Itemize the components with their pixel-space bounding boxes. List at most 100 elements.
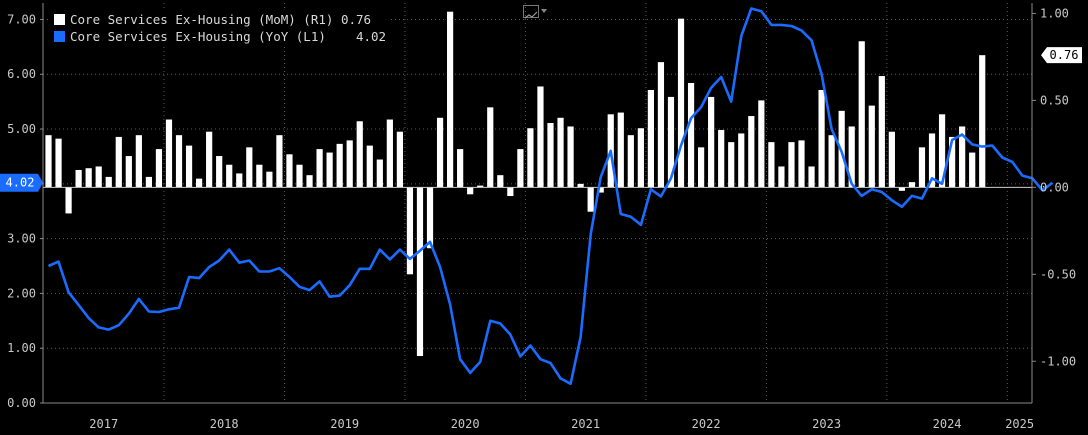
right-tick-label: 0.50 — [1040, 93, 1069, 107]
chevron-down-icon — [541, 9, 547, 13]
mom-bar — [185, 145, 193, 188]
mom-swatch — [54, 14, 65, 25]
mom-bar — [537, 86, 544, 188]
right-tick-label: 0.00 — [1040, 180, 1069, 194]
mom-bar — [868, 105, 875, 188]
left-tick-label: 7.00 — [7, 12, 36, 26]
mom-bar — [657, 62, 665, 188]
mom-bar — [125, 156, 132, 188]
right-tick-label: -0.50 — [1040, 267, 1076, 281]
legend-item-yoy[interactable]: Core Services Ex-Housing (YoY (L1) 4.02 — [54, 28, 386, 45]
mom-bar — [416, 187, 424, 357]
legend-item-mom[interactable]: Core Services Ex-Housing (MoM) (R1) 0.76 — [54, 11, 386, 28]
mom-bar — [65, 187, 72, 214]
mom-bar — [748, 116, 755, 188]
mom-bar — [266, 171, 273, 188]
mom-bar — [306, 175, 313, 188]
mom-bar — [216, 156, 223, 188]
mom-bar — [447, 11, 454, 188]
mom-bar — [366, 145, 373, 188]
left-tick-label: 2.00 — [7, 286, 36, 300]
yoy-line — [47, 7, 1054, 386]
mom-bar — [728, 142, 735, 188]
mom-bar — [918, 147, 926, 188]
mom-bar — [336, 143, 343, 188]
mom-bar — [346, 140, 353, 188]
mom-bar — [949, 136, 956, 188]
legend-mom-value: 0.76 — [340, 12, 372, 27]
x-tick-label: 2019 — [330, 417, 359, 431]
mom-bar — [637, 128, 644, 188]
mom-bar — [758, 100, 765, 188]
mom-bar — [738, 133, 745, 188]
mom-value-badge: 0.76 — [1041, 47, 1082, 64]
mom-bar — [406, 187, 414, 275]
yoy-badge-shape — [0, 173, 43, 192]
mom-bar — [356, 121, 363, 188]
mom-bar — [557, 117, 564, 188]
mom-bar — [808, 166, 815, 188]
yoy-swatch — [54, 31, 65, 42]
left-tick-label: 0.00 — [7, 396, 36, 410]
left-tick-label: 1.00 — [7, 341, 36, 355]
mom-bar — [878, 76, 885, 188]
mom-bar — [888, 131, 895, 188]
mom-bar — [236, 173, 243, 188]
line-chart-icon — [523, 4, 539, 18]
mom-bar — [527, 128, 534, 188]
x-tick-label: 2022 — [692, 417, 721, 431]
legend-mom-label: Core Services Ex-Housing (MoM) (R1) — [70, 12, 334, 27]
mom-bar — [45, 135, 52, 188]
mom-bar — [687, 83, 695, 188]
mom-badge-shape — [1041, 47, 1082, 64]
mom-bar — [376, 159, 383, 188]
mom-bar — [386, 119, 393, 188]
mom-bar — [155, 149, 163, 188]
legend-yoy-value: 4.02 — [355, 29, 387, 44]
right-tick-label: 1.00 — [1040, 6, 1069, 20]
mom-bar — [256, 164, 263, 188]
legend-yoy-label: Core Services Ex-Housing (YoY (L1) — [70, 29, 326, 44]
mom-bar — [848, 126, 855, 188]
mom-bar — [135, 135, 142, 188]
left-tick-label: 3.00 — [7, 232, 36, 246]
mom-bar — [55, 138, 62, 188]
mom-bar — [457, 149, 464, 188]
mom-bar — [627, 135, 634, 188]
mom-bar — [115, 136, 122, 188]
mom-bar — [858, 41, 865, 188]
mom-bar — [497, 175, 504, 188]
mom-bar — [75, 169, 82, 188]
mom-bar — [286, 154, 293, 188]
mom-bar — [316, 149, 323, 188]
mom-bar — [698, 147, 705, 188]
mom-bar — [467, 187, 474, 195]
mom-bar — [647, 89, 654, 188]
mom-bar — [477, 185, 484, 188]
x-tick-label: 2024 — [933, 417, 962, 431]
mom-bar — [396, 131, 403, 188]
mom-bar — [938, 114, 946, 188]
mom-bar — [677, 18, 685, 188]
mom-bar — [788, 142, 795, 188]
left-tick-label: 5.00 — [7, 122, 36, 136]
mom-bar — [969, 152, 976, 188]
mom-bar — [436, 117, 444, 188]
mom-bar — [95, 166, 102, 188]
mom-bar — [487, 107, 494, 188]
mom-bar — [547, 123, 554, 188]
mom-bar — [145, 176, 152, 188]
mom-bar — [567, 126, 574, 188]
chart-type-button[interactable] — [523, 3, 553, 19]
x-tick-label: 2021 — [571, 417, 600, 431]
mom-bar — [85, 168, 92, 188]
mom-bar — [928, 133, 936, 188]
mom-bar — [507, 187, 514, 197]
x-tick-label: 2018 — [210, 417, 239, 431]
mom-bar — [617, 112, 624, 188]
mom-bar — [296, 164, 303, 188]
mom-bar — [708, 96, 715, 188]
mom-bar — [718, 129, 725, 188]
